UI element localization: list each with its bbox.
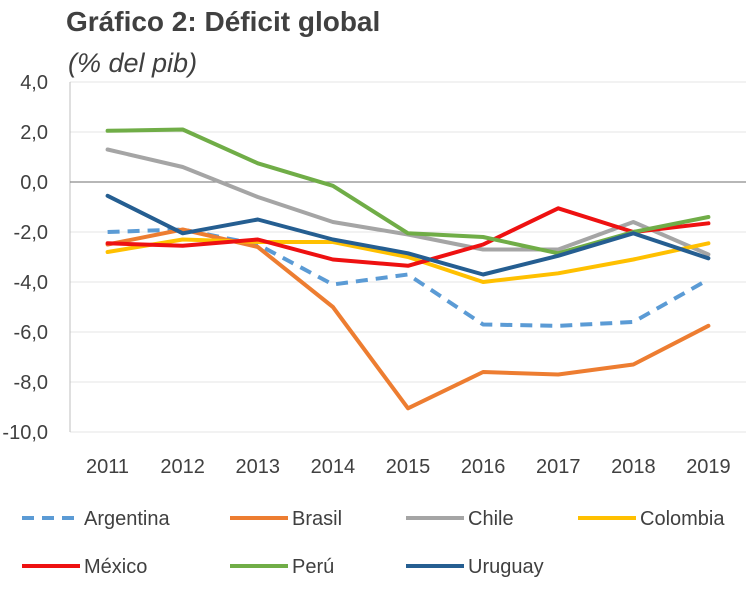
legend-item: Brasil xyxy=(230,508,342,530)
legend-label: Colombia xyxy=(640,508,725,530)
legend-item: México xyxy=(22,556,147,578)
x-tick-label: 2013 xyxy=(236,456,281,478)
legend-label: Uruguay xyxy=(468,556,544,578)
y-tick-label: 2,0 xyxy=(20,122,48,144)
legend-label: Chile xyxy=(468,508,514,530)
legend-item: Perú xyxy=(230,556,334,578)
x-tick-label: 2012 xyxy=(160,456,205,478)
x-tick-label: 2014 xyxy=(311,456,356,478)
x-tick-label: 2017 xyxy=(536,456,581,478)
y-tick-label: -6,0 xyxy=(14,322,48,344)
series-lines xyxy=(105,127,711,411)
series-line-uruguay xyxy=(105,193,711,277)
x-tick-label: 2018 xyxy=(611,456,656,478)
series-line-colombia xyxy=(105,237,711,284)
legend: Argentina Brasil Chile Colombia México Perú Ur… xyxy=(22,508,725,578)
x-tick-label: 2016 xyxy=(461,456,506,478)
y-tick-label: 4,0 xyxy=(20,72,48,94)
legend-label: Argentina xyxy=(84,508,170,530)
legend-item: Chile xyxy=(406,508,514,530)
y-tick-label: 0,0 xyxy=(20,172,48,194)
axes: 4,0 2,0 0,0 -2,0 -4,0 -6,0 -8,0 -10,0 2011 2012 20… xyxy=(2,72,746,478)
legend-item: Argentina xyxy=(22,508,170,530)
legend-label: México xyxy=(84,556,147,578)
chart-subtitle: (% del pib) xyxy=(68,48,198,78)
chart-title: Gráfico 2: Déficit global xyxy=(66,6,381,37)
series-line-méxico xyxy=(105,206,711,268)
x-tick-label: 2011 xyxy=(86,456,129,478)
legend-item: Uruguay xyxy=(406,556,544,578)
y-tick-label: -4,0 xyxy=(14,272,48,294)
legend-item: Colombia xyxy=(578,508,725,530)
y-tick-label: -8,0 xyxy=(14,372,48,394)
y-tick-label: -10,0 xyxy=(2,422,48,444)
legend-label: Brasil xyxy=(292,508,342,530)
x-tick-label: 2019 xyxy=(686,456,731,478)
series-line-brasil xyxy=(105,227,711,411)
x-tick-label: 2015 xyxy=(386,456,431,478)
legend-label: Perú xyxy=(292,556,334,578)
y-tick-label: -2,0 xyxy=(14,222,48,244)
